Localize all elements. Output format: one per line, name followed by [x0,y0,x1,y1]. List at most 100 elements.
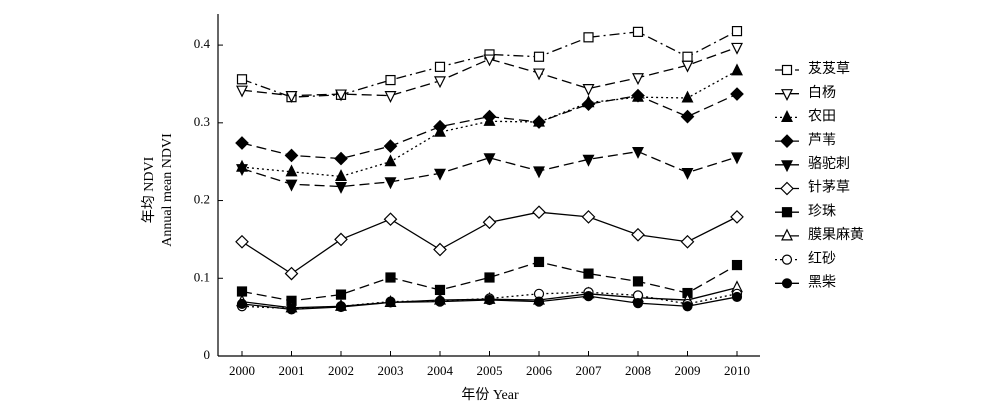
legend-label: 农田 [808,109,836,125]
line [241,46,738,97]
marker [284,266,299,281]
legend-label: 珍珠 [808,203,836,219]
marker [631,227,645,242]
marker [335,289,347,300]
marker [632,276,644,287]
marker [286,304,297,315]
legend-label: 针茅草 [808,180,850,196]
y-tick-label: 0.2 [194,192,210,207]
legend-marker [781,278,793,289]
x-tick-label: 2010 [724,363,750,378]
x-tick-label: 2000 [229,363,255,378]
marker [680,109,695,124]
marker [681,60,694,73]
marker [533,51,545,62]
line [241,150,738,188]
marker [484,294,495,306]
y-tick-label: 0 [204,347,211,362]
marker [730,87,744,101]
marker [334,232,348,247]
marker [385,297,396,308]
marker [385,272,396,283]
marker [335,89,347,102]
legend-marker [781,228,793,241]
x-tick-label: 2008 [625,363,651,378]
legend-label: 膜果麻黄 [808,226,864,243]
marker [682,301,693,312]
y-axis-label: Annual mean NDVI [160,133,175,247]
marker [681,90,694,103]
marker [335,301,347,313]
marker [581,97,596,112]
marker [731,26,743,37]
marker [730,210,744,224]
x-tick-label: 2003 [378,363,404,378]
legend-label: 芦苇 [808,132,836,148]
marker [482,109,497,124]
marker [682,51,693,62]
marker [434,296,446,307]
line [241,93,738,160]
x-tick-label: 2006 [526,363,553,378]
legend-label: 黑柴 [808,275,836,291]
marker [631,88,645,103]
marker [583,291,594,302]
x-tick-label: 2001 [279,363,305,378]
marker [335,181,347,194]
marker [533,68,545,81]
legend-label: 红砂 [808,251,836,267]
legend-label: 骆驼刺 [808,155,850,172]
marker [434,76,446,89]
marker [582,84,595,96]
legend-marker [781,64,793,76]
marker [236,85,248,98]
line [241,261,738,302]
legend-marker [781,89,793,102]
marker [680,234,695,249]
marker [731,152,743,165]
y-axis-label: 年均 NDVI [141,156,157,223]
legend-marker [780,181,794,196]
marker [681,167,694,180]
marker [236,74,248,85]
marker [482,215,497,230]
marker [632,146,644,159]
marker [433,119,447,134]
y-tick-label: 0.4 [194,36,211,51]
x-tick-label: 2002 [328,363,354,378]
marker [235,136,249,150]
marker [384,91,397,103]
marker [483,54,496,67]
legend-marker [781,160,793,173]
y-tick-label: 0.1 [194,269,210,284]
legend-marker [781,110,793,123]
marker [434,61,446,72]
marker [632,298,644,309]
marker [632,26,644,37]
x-axis-label: 年份 Year [461,387,519,403]
marker [532,205,546,220]
x-tick-label: 2004 [427,363,454,378]
marker [384,154,397,167]
marker [236,164,248,177]
legend-marker [781,207,793,218]
marker [483,153,496,166]
marker [434,168,446,181]
marker [484,272,495,283]
marker [383,139,398,153]
legend-marker [781,254,793,265]
marker [285,164,298,177]
x-tick-label: 2007 [576,363,603,378]
legend-label: 芨芨草 [808,61,850,77]
legend-marker [780,134,794,148]
y-tick-label: 0.3 [194,114,210,129]
marker [532,115,546,129]
marker [285,179,298,192]
marker [583,32,594,43]
marker [335,169,347,182]
marker [583,268,594,279]
marker [731,291,743,303]
x-tick-label: 2005 [477,363,503,378]
